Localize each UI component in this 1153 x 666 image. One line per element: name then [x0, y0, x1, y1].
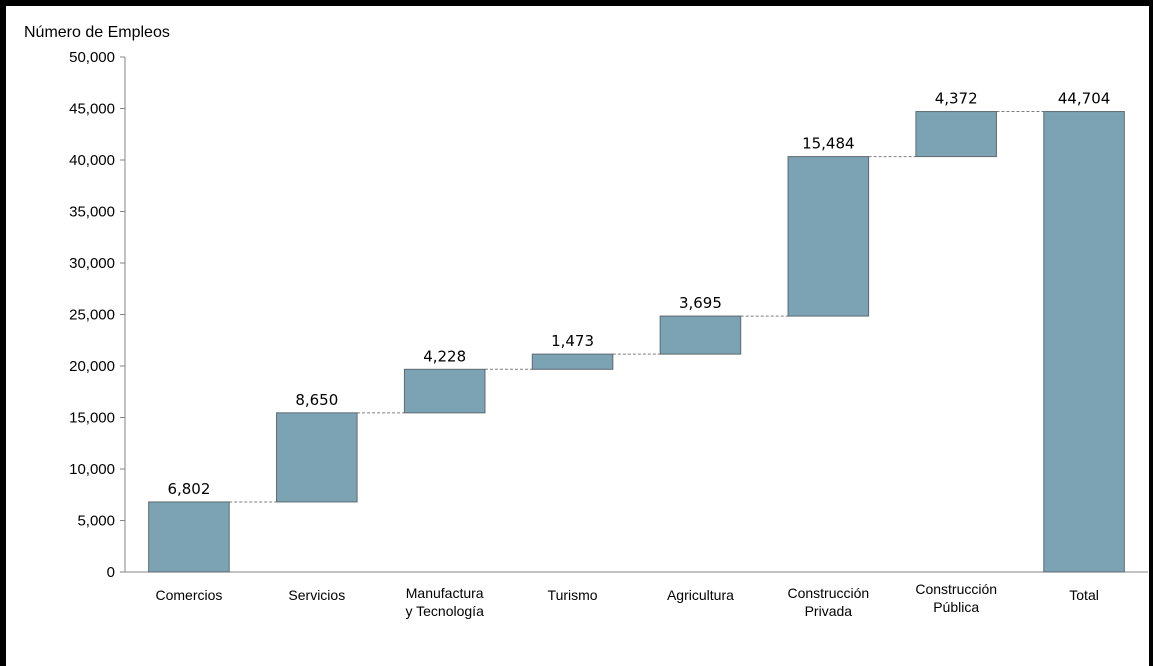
category-label: Construcción Privada	[787, 585, 869, 619]
y-tick-label: 5,000	[77, 513, 115, 530]
category-label: Manufactura y Tecnología	[406, 585, 485, 619]
bar	[1043, 111, 1125, 573]
y-tick-label: 0	[107, 564, 115, 581]
data-label: 4,372	[935, 90, 978, 108]
data-label: 8,650	[295, 391, 338, 409]
y-tick-label: 25,000	[69, 307, 115, 324]
y-tick-label: 40,000	[69, 152, 115, 169]
category-label: Construcción Pública	[915, 581, 997, 615]
category-label: Agricultura	[667, 587, 734, 603]
data-label: 4,228	[423, 347, 466, 365]
data-label: 6,802	[167, 480, 210, 498]
data-label: 15,484	[802, 135, 855, 153]
y-tick-label: 50,000	[69, 49, 115, 66]
bar	[659, 315, 742, 355]
category-label: Turismo	[548, 587, 598, 603]
y-tick-label: 15,000	[69, 410, 115, 427]
axes: 0 5,000 10,000 15,000 20,000 25,000 30,000 35,0…	[69, 49, 1148, 581]
data-label: 44,704	[1058, 90, 1111, 108]
bar	[531, 353, 614, 370]
bar	[403, 368, 486, 414]
connector-lines	[229, 111, 1044, 503]
bar	[148, 501, 230, 573]
y-axis-title: Número de Empleos	[24, 24, 170, 41]
bars	[148, 111, 1125, 573]
y-tick-label: 20,000	[69, 358, 115, 375]
data-labels: 6,802 8,650 4,228 1,473 3,695 15,484 4,372 44,7…	[167, 90, 1110, 498]
data-label: 3,695	[679, 294, 722, 312]
y-tick-label: 30,000	[69, 255, 115, 272]
y-tick-label: 10,000	[69, 461, 115, 478]
data-label: 1,473	[551, 332, 594, 350]
bar	[787, 156, 870, 317]
category-label: Total	[1069, 587, 1099, 603]
y-tick-label: 45,000	[69, 101, 115, 118]
category-label: Servicios	[288, 587, 345, 603]
category-labels: Comercios Servicios Manufactura y Tecnologí…	[155, 581, 1098, 619]
bar	[276, 412, 358, 503]
category-label: Comercios	[155, 587, 222, 603]
y-tick-label: 35,000	[69, 204, 115, 221]
bar	[915, 111, 997, 158]
